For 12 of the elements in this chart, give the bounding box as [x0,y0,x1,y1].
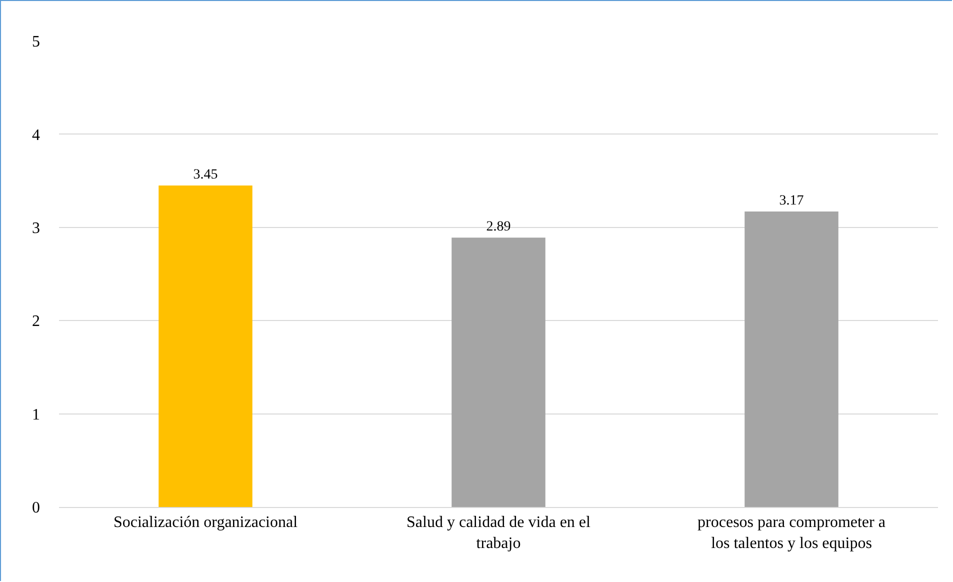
y-tick-label: 2 [32,313,40,330]
y-tick-label: 5 [32,34,40,51]
y-tick-label: 1 [32,406,40,424]
x-tick-label: Salud y calidad de vida en el trabajo [406,514,592,552]
y-tick-label: 0 [32,500,40,517]
y-tick-label: 4 [32,126,40,144]
data-label: 3.45 [193,167,218,182]
y-tick-label: 3 [32,220,40,237]
x-tick-label: procesos para comprometer a los talentos y los equipos [698,514,886,552]
data-label: 3.17 [779,194,804,209]
data-label: 2.89 [486,220,511,235]
x-tick-label: Socialización organizacional [113,514,298,532]
